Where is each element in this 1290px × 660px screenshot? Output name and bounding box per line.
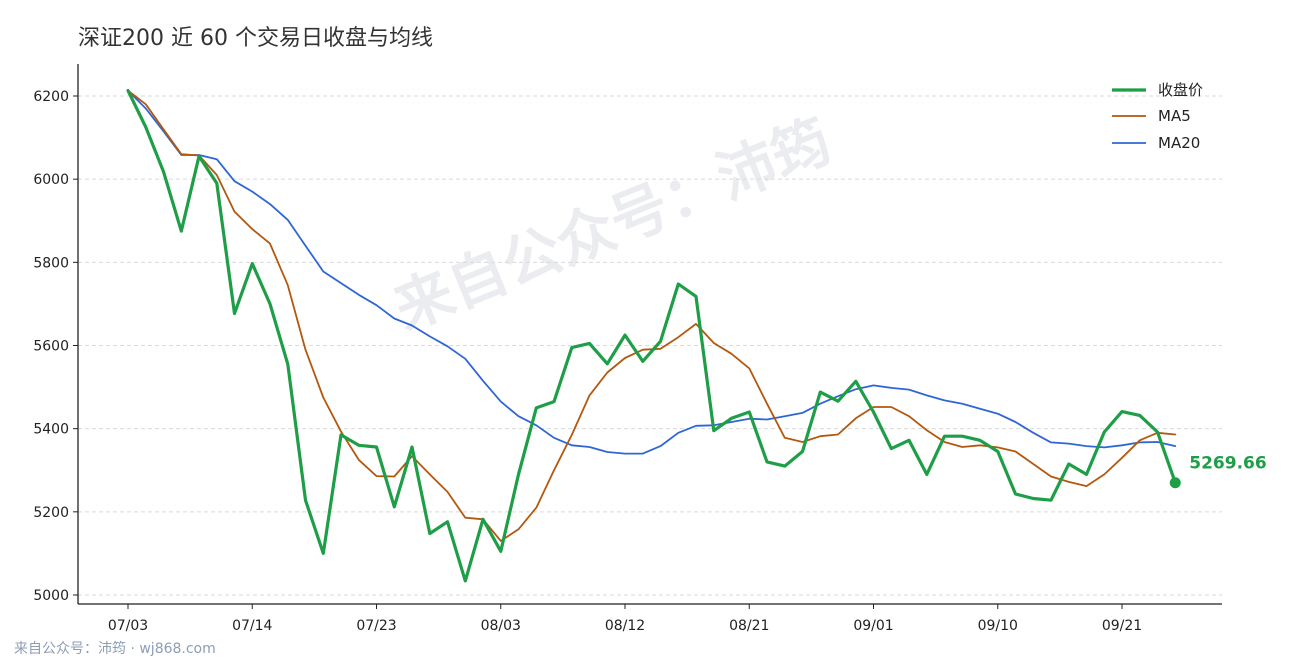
ma20-line xyxy=(127,89,1177,455)
y-tick-label: 6000 xyxy=(33,172,69,188)
x-tick-label: 07/03 xyxy=(108,618,148,634)
y-tick-label: 5400 xyxy=(33,422,69,438)
x-tick-label: 09/21 xyxy=(1102,618,1142,634)
y-tick-label: 5600 xyxy=(33,339,69,355)
x-tick-label: 07/14 xyxy=(232,618,272,634)
x-tick-label: 09/10 xyxy=(978,618,1018,634)
series-lines xyxy=(126,88,1177,583)
last-point: 5269.66 xyxy=(1169,454,1267,489)
x-tick-label: 09/01 xyxy=(853,618,893,634)
last-point-marker xyxy=(1169,477,1181,489)
y-tick-label: 5000 xyxy=(33,588,69,604)
y-axis-ticks: 5000 5200 5400 5600 5800 6000 6200 xyxy=(33,89,78,604)
chart-title: 深证200 近 60 个交易日收盘与均线 xyxy=(78,26,433,51)
legend-label: MA5 xyxy=(1158,107,1191,125)
y-tick-label: 5200 xyxy=(33,505,69,521)
axes xyxy=(77,64,1222,605)
x-tick-label: 07/23 xyxy=(356,618,396,634)
grid-lines xyxy=(78,95,1222,596)
x-tick-label: 08/03 xyxy=(481,618,521,634)
x-axis-ticks: 07/03 07/14 07/23 08/03 08/12 08/21 09/01 09/10… xyxy=(108,604,1142,634)
y-tick-label: 6200 xyxy=(33,89,69,105)
watermark: 来自公众号：沛筠 xyxy=(385,106,841,343)
legend: 收盘价 MA5 MA20 xyxy=(1112,81,1203,152)
x-tick-label: 08/12 xyxy=(605,618,645,634)
y-tick-label: 5800 xyxy=(33,255,69,271)
ma5-line xyxy=(127,89,1177,542)
last-value-label: 5269.66 xyxy=(1189,454,1266,474)
close-price-line xyxy=(126,88,1177,583)
x-tick-label: 08/21 xyxy=(729,618,769,634)
legend-label: MA20 xyxy=(1158,134,1200,152)
legend-label: 收盘价 xyxy=(1158,81,1203,99)
footer-text: 来自公众号：沛筠 · wj868.com xyxy=(14,641,216,657)
